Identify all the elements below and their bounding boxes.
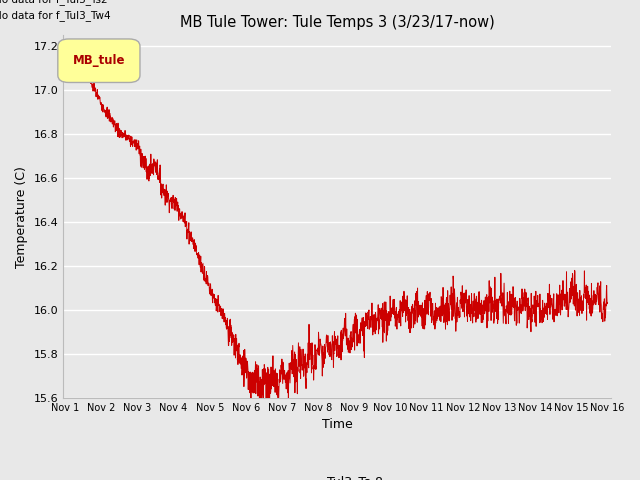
Text: No data for f_Tul3_Tw4: No data for f_Tul3_Tw4: [0, 11, 111, 21]
Title: MB Tule Tower: Tule Temps 3 (3/23/17-now): MB Tule Tower: Tule Temps 3 (3/23/17-now…: [180, 15, 495, 30]
X-axis label: Time: Time: [322, 419, 353, 432]
Legend: Tul3_Ts-8: Tul3_Ts-8: [287, 470, 388, 480]
Text: MB_tule: MB_tule: [73, 54, 125, 67]
FancyBboxPatch shape: [58, 39, 140, 83]
Text: No data for f_Tul3_Ts2: No data for f_Tul3_Ts2: [0, 0, 108, 5]
Y-axis label: Temperature (C): Temperature (C): [15, 166, 28, 267]
